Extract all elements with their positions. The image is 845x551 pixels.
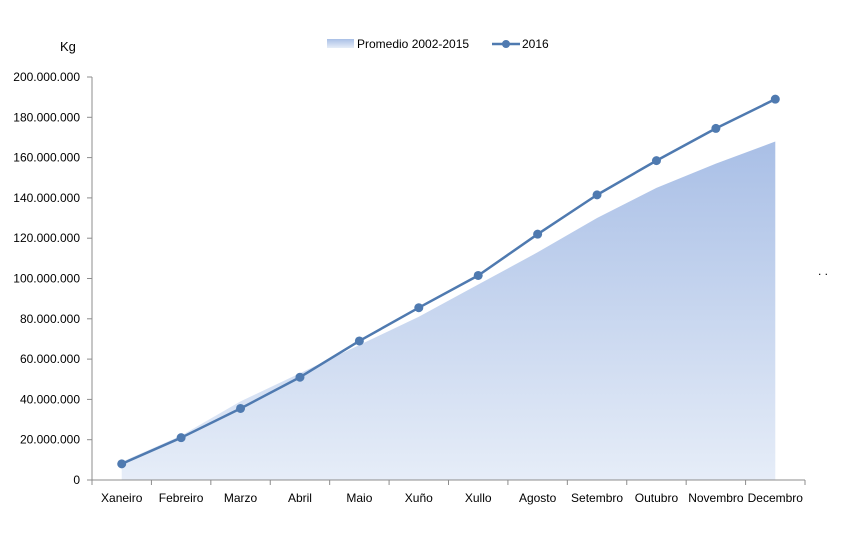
- area-promedio-2002-2015: [121, 141, 776, 481]
- legend-label-2016: 2016: [522, 37, 549, 51]
- x-tick-labels: Xaneiro Febreiro Marzo Abril Maio Xuño Xullo Ag…: [101, 491, 803, 505]
- x-tick-label: Xuño: [405, 491, 433, 505]
- point-2016: [770, 94, 780, 104]
- line-series-layer: [117, 94, 780, 469]
- x-tick-label: Outubro: [635, 491, 679, 505]
- y-tick-label: 140.000.000: [13, 191, 80, 205]
- y-axis-unit-label: Kg: [60, 39, 76, 54]
- point-2016: [354, 336, 364, 346]
- y-tick-label: 20.000.000: [20, 433, 80, 447]
- area-series-layer: [121, 141, 776, 481]
- x-tick-label: Novembro: [688, 491, 744, 505]
- x-tick-label: Decembro: [748, 491, 804, 505]
- x-tick-label: Febreiro: [159, 491, 204, 505]
- point-2016: [651, 156, 661, 166]
- point-2016: [414, 303, 424, 313]
- point-2016: [473, 270, 483, 280]
- y-tick-label: 120.000.000: [13, 231, 80, 245]
- point-2016: [592, 190, 602, 200]
- legend-swatch-promedio: [327, 39, 354, 48]
- axes: [87, 76, 806, 485]
- legend: Promedio 2002-2015 2016: [327, 37, 549, 51]
- y-tick-label: 160.000.000: [13, 151, 80, 165]
- line-2016: [121, 98, 776, 466]
- point-2016: [176, 433, 186, 443]
- x-tick-label: Agosto: [519, 491, 557, 505]
- y-tick-label: 200.000.000: [13, 70, 80, 84]
- x-tick-label: Maio: [346, 491, 372, 505]
- x-tick-label: Setembro: [571, 491, 623, 505]
- point-2016: [533, 229, 543, 239]
- legend-marker-2016: [502, 40, 510, 48]
- point-2016: [236, 403, 246, 413]
- y-tick-label: 60.000.000: [20, 352, 80, 366]
- y-tick-label: 40.000.000: [20, 392, 80, 406]
- x-tick-label: Xullo: [465, 491, 492, 505]
- y-tick-label: 180.000.000: [13, 110, 80, 124]
- legend-label-promedio: Promedio 2002-2015: [357, 37, 469, 51]
- y-tick-label: 100.000.000: [13, 272, 80, 286]
- point-2016: [295, 372, 305, 382]
- point-2016: [117, 459, 127, 469]
- y-tick-label: 80.000.000: [20, 312, 80, 326]
- x-tick-label: Marzo: [224, 491, 258, 505]
- point-2016: [711, 123, 721, 133]
- x-tick-label: Abril: [288, 491, 312, 505]
- stray-mark: . .: [818, 264, 828, 278]
- y-tick-label: 0: [73, 473, 80, 487]
- x-tick-label: Xaneiro: [101, 491, 143, 505]
- y-tick-labels: 0 20.000.000 40.000.000 60.000.000 80.000.00…: [13, 70, 80, 487]
